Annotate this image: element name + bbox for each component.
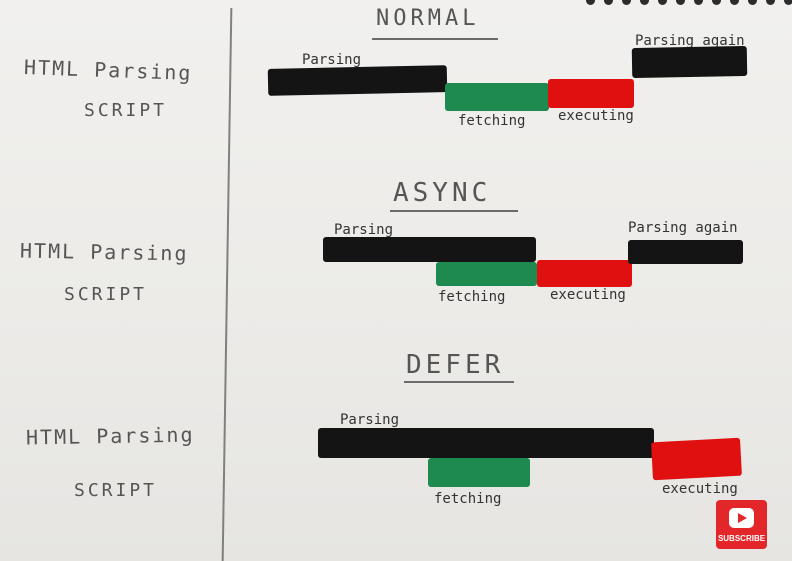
row-label-script: SCRIPT <box>74 480 158 501</box>
parsing-bar <box>318 428 654 458</box>
binding-hole <box>604 0 613 5</box>
section-title-defer: DEFER <box>406 350 505 380</box>
parsing-bar <box>267 65 448 96</box>
row-label-html-parsing: HTML Parsing <box>25 422 195 450</box>
label-executing: executing <box>662 481 738 497</box>
binding-hole <box>712 0 721 5</box>
executing-bar <box>537 260 632 287</box>
binding-hole <box>766 0 775 5</box>
subscribe-badge[interactable]: SUBSCRIBE <box>716 500 767 549</box>
binding-hole <box>784 0 792 5</box>
title-underline <box>390 210 518 212</box>
label-executing: executing <box>550 287 626 303</box>
binding-hole <box>730 0 739 5</box>
fetching-bar <box>445 83 549 111</box>
row-label-html-parsing: HTML Parsing <box>23 55 193 85</box>
label-parsing: Parsing <box>334 222 394 238</box>
row-label-script: SCRIPT <box>64 284 148 305</box>
binding-hole <box>640 0 649 5</box>
parsing-again-bar <box>631 45 748 79</box>
binding-hole <box>748 0 757 5</box>
label-parsing: Parsing <box>302 52 362 68</box>
label-executing: executing <box>558 108 634 124</box>
subscribe-label: SUBSCRIBE <box>717 534 766 543</box>
label-parsing-again: Parsing again <box>635 33 745 49</box>
executing-bar <box>651 437 742 481</box>
vertical-divider-line <box>221 8 233 561</box>
fetching-bar <box>436 262 537 286</box>
label-fetching: fetching <box>438 289 506 305</box>
section-title-async: ASYNC <box>393 178 492 208</box>
label-fetching: fetching <box>458 113 526 129</box>
binding-hole <box>676 0 685 5</box>
parsing-again-bar <box>628 240 743 264</box>
label-parsing-again: Parsing again <box>628 220 738 236</box>
binding-hole <box>658 0 667 5</box>
youtube-play-icon <box>729 508 754 528</box>
row-label-script: SCRIPT <box>84 100 168 121</box>
row-label-html-parsing: HTML Parsing <box>19 238 189 266</box>
binding-hole <box>586 0 595 5</box>
fetching-bar <box>428 458 530 487</box>
executing-bar <box>548 79 634 108</box>
label-fetching: fetching <box>434 491 502 507</box>
binding-hole <box>694 0 703 5</box>
binding-hole <box>622 0 631 5</box>
section-title-normal: NORMAL <box>376 6 480 31</box>
title-underline <box>404 381 514 383</box>
label-parsing: Parsing <box>340 412 400 428</box>
parsing-bar <box>323 237 536 262</box>
title-underline <box>372 38 498 40</box>
spiral-binding <box>582 0 792 6</box>
